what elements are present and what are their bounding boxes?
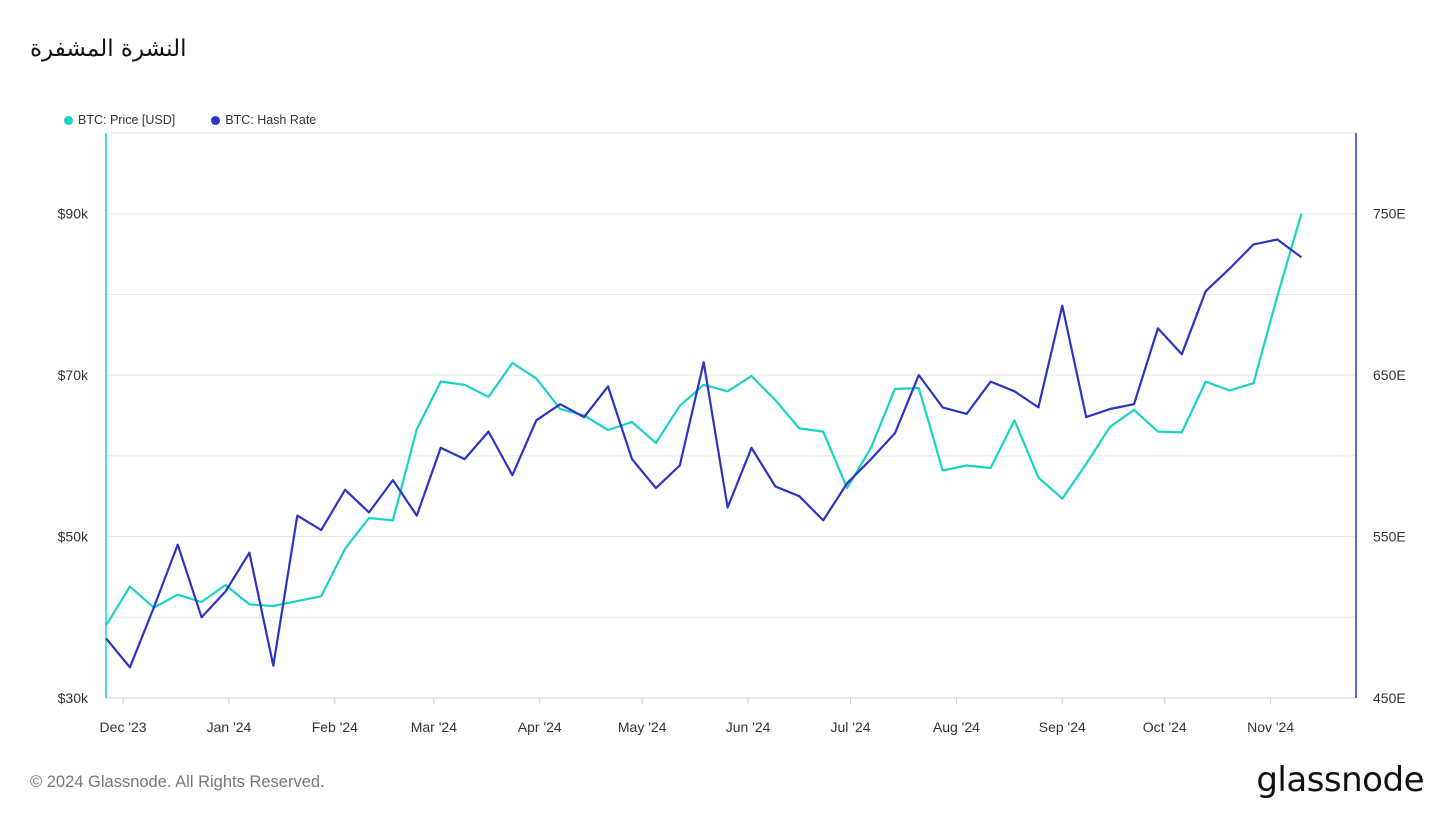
series-line-hash-rate	[105, 238, 1303, 669]
x-tick-label: Dec '23	[100, 719, 147, 735]
x-tick-label: Mar '24	[411, 719, 457, 735]
legend-item-price[interactable]: BTC: Price [USD]	[64, 113, 175, 127]
y-left-tick-label: $70k	[58, 367, 89, 383]
x-tick-label: Jan '24	[207, 719, 252, 735]
x-tick-label: Jun '24	[726, 719, 771, 735]
chart-title: النشرة المشفرة	[30, 36, 187, 62]
y-right-tick-label: 550E	[1373, 529, 1406, 545]
x-tick-label: Jul '24	[831, 719, 871, 735]
x-tick-label: May '24	[618, 719, 667, 735]
x-tick-label: Feb '24	[312, 719, 358, 735]
legend-price-dot	[64, 115, 73, 125]
legend-item-hash-rate[interactable]: BTC: Hash Rate	[211, 113, 316, 127]
y-left-tick-label: $30k	[58, 690, 89, 706]
legend-price-label: BTC: Price [USD]	[78, 113, 176, 127]
y-left-tick-label: $90k	[58, 206, 89, 222]
y-right-tick-label: 750E	[1373, 206, 1406, 222]
chart-legend: BTC: Price [USD] BTC: Hash Rate	[64, 113, 316, 127]
legend-hash-dot	[211, 115, 221, 125]
y-right-tick-label: 650E	[1373, 367, 1406, 383]
x-tick-label: Apr '24	[518, 719, 562, 735]
legend-hash-label: BTC: Hash Rate	[225, 113, 317, 127]
x-tick-label: Nov '24	[1247, 719, 1294, 735]
copyright-text: © 2024 Glassnode. All Rights Reserved.	[30, 773, 325, 791]
glassnode-logo: glassnode	[1256, 760, 1424, 800]
y-left-tick-label: $50k	[58, 529, 89, 545]
x-tick-label: Aug '24	[933, 719, 980, 735]
x-tick-label: Oct '24	[1143, 719, 1187, 735]
x-tick-label: Sep '24	[1039, 719, 1086, 735]
series-line-price	[105, 213, 1303, 626]
y-right-tick-label: 450E	[1373, 690, 1406, 706]
